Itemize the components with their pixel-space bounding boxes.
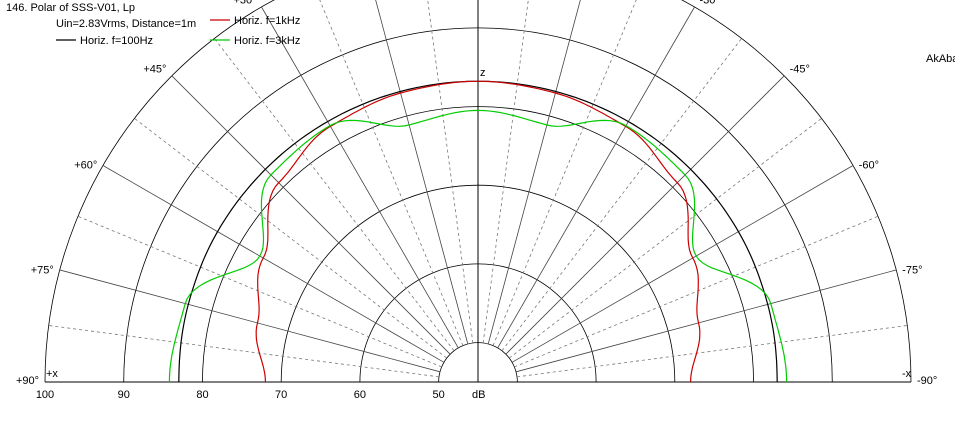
angle-label: +90° — [16, 375, 39, 387]
chart-title: 146. Polar of SSS-V01, Lp — [6, 2, 135, 14]
radial-tick-label: 90 — [118, 389, 130, 401]
radial-tick-label: 80 — [196, 389, 208, 401]
legend-label-3khz: Horiz. f=3kHz — [234, 35, 300, 47]
grid-spoke — [498, 7, 695, 348]
grid-spoke — [172, 76, 450, 354]
legend-item-100hz: Horiz. f=100Hz — [56, 35, 153, 47]
angle-label: -30° — [700, 0, 720, 6]
radial-tick-label: 60 — [354, 389, 366, 401]
legend-item-3khz: Horiz. f=3kHz — [210, 35, 300, 47]
angle-label: +30° — [233, 0, 256, 6]
grid-spoke — [103, 166, 444, 363]
grid-spoke — [517, 325, 907, 376]
polar-grid — [45, 0, 911, 382]
chart-subtitle: Uin=2.83Vrms, Distance=1m — [56, 18, 196, 30]
angle-label: +45° — [143, 63, 166, 75]
radial-tick-label: 100 — [36, 389, 54, 401]
legend-item-1khz: Horiz. f=1kHz — [210, 15, 300, 27]
angle-label: -45° — [790, 63, 810, 75]
grid-spoke — [506, 76, 784, 354]
angle-label: -60° — [859, 160, 879, 172]
grid-spoke — [488, 0, 590, 344]
grid-spoke — [483, 0, 534, 343]
grid-spoke — [60, 270, 440, 372]
grid-spoke — [421, 0, 472, 343]
radial-labels: 100 90 80 70 60 50 — [36, 389, 445, 401]
angle-label: +75° — [31, 264, 54, 276]
minus-x-label: -x — [902, 368, 912, 380]
grid-spoke — [262, 7, 459, 348]
z-axis-label: z — [480, 67, 486, 79]
angle-label: -90° — [917, 375, 937, 387]
angle-label: -75° — [902, 264, 922, 276]
legend-label-1khz: Horiz. f=1kHz — [234, 15, 300, 27]
radial-tick-label: 50 — [433, 389, 445, 401]
watermark: AkAba — [926, 53, 955, 65]
grid-spoke — [312, 0, 463, 346]
grid-spoke — [512, 166, 853, 363]
grid-spoke — [493, 0, 644, 346]
radial-tick-label: 70 — [275, 389, 287, 401]
angle-label: +60° — [74, 160, 97, 172]
legend-label-100hz: Horiz. f=100Hz — [80, 35, 153, 47]
radial-unit-label: dB — [472, 389, 485, 401]
grid-spoke — [516, 270, 896, 372]
angle-labels: 0°+15°+30°+45°+60°+75°+90°-15°-30°-45°-6… — [16, 0, 937, 387]
grid-spoke — [366, 0, 468, 344]
plus-x-label: +x — [46, 368, 58, 380]
grid-spoke — [49, 325, 439, 376]
